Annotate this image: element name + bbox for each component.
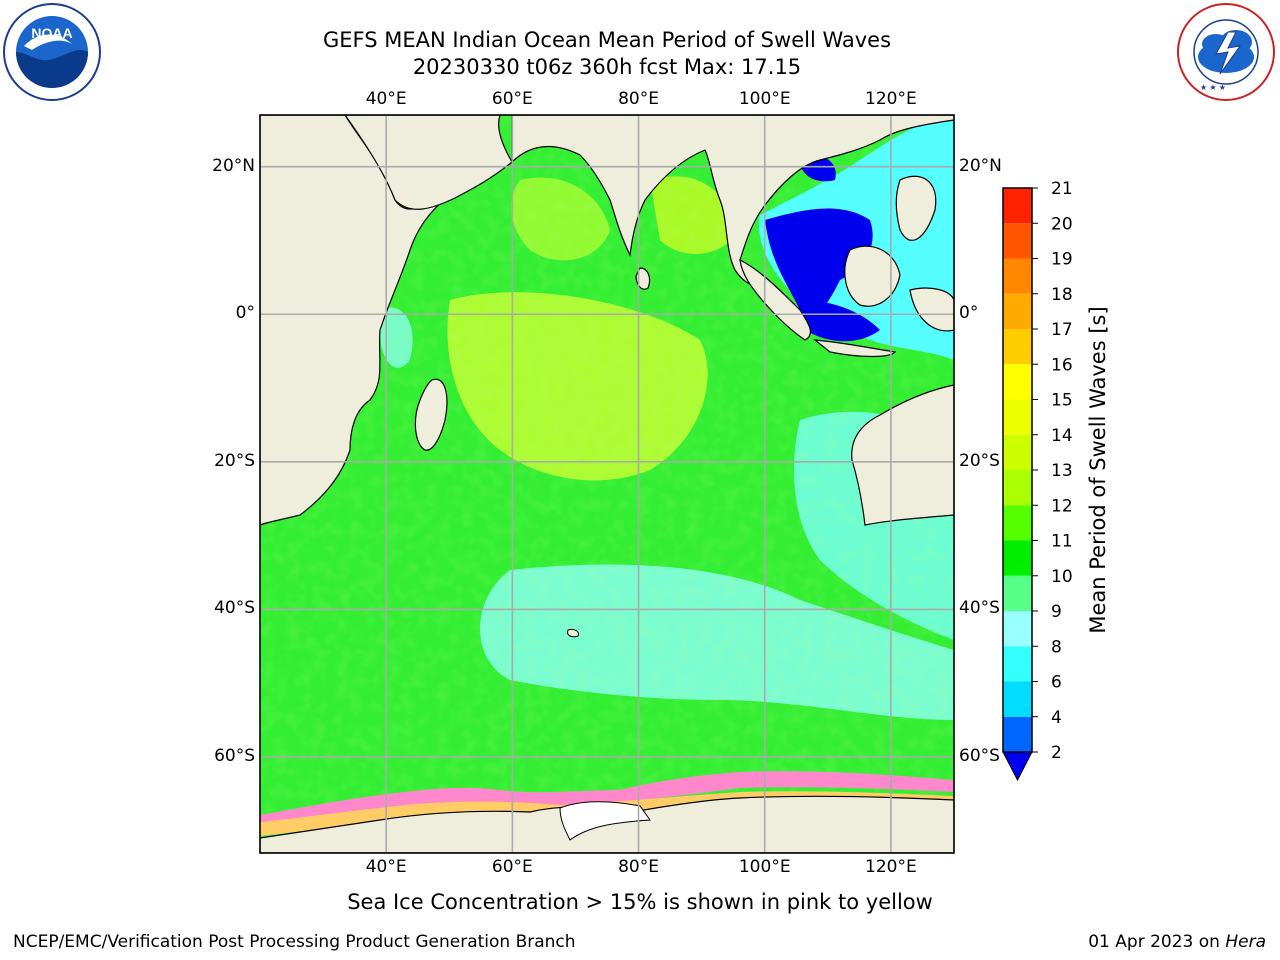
lat-tick-right: 20°N <box>959 155 1002 176</box>
colorbar-segment <box>1003 364 1032 400</box>
asia-land <box>511 115 954 287</box>
colorbar-tick-label: 2 <box>1051 743 1062 763</box>
colorbar-tick-label: 15 <box>1051 391 1073 411</box>
sea-ice-interior <box>260 791 954 836</box>
colorbar: 2 4 6 8 9 10 11 12 13 14 15 16 17 18 19 20 21 <box>1002 179 1073 782</box>
colorbar-tick-label: 18 <box>1051 285 1073 305</box>
lat-tick-left: 20°S <box>214 450 255 471</box>
colorbar-tick-label: 13 <box>1051 461 1073 481</box>
java-land <box>813 339 897 358</box>
lon-tick-bottom: 60°E <box>491 857 533 877</box>
africa-land <box>260 115 472 526</box>
borneo-land <box>844 245 901 307</box>
noaa-logo-graphic: NOAA <box>3 3 101 101</box>
lat-tick-right: 20°S <box>959 450 1000 471</box>
gridlines <box>260 115 954 853</box>
philippines-land <box>895 175 937 241</box>
colorbar-segment <box>1003 575 1032 611</box>
colorbar-label: Mean Period of Swell Waves [s] <box>1086 306 1110 634</box>
sumatra-land <box>739 258 812 341</box>
lon-tick-top: 100°E <box>738 89 791 109</box>
lat-tick-left: 0° <box>235 303 255 324</box>
colorbar-segment <box>1003 223 1032 259</box>
colorbar-segment <box>1003 646 1032 682</box>
nws-stars-icon: ★ ★ ★ <box>1200 83 1226 92</box>
noaa-logo-text: NOAA <box>31 25 72 41</box>
lat-tick-right: 0° <box>959 303 979 324</box>
page-title: GEFS MEAN Indian Ocean Mean Period of Sw… <box>322 28 892 52</box>
colorbar-tick-label: 20 <box>1051 214 1073 234</box>
lon-tick-bottom: 80°E <box>618 857 659 877</box>
nws-logo-graphic: ★ ★ ★ <box>1177 3 1275 101</box>
colorbar-tick-label: 16 <box>1051 355 1073 375</box>
lon-tick-bottom: 40°E <box>365 857 407 877</box>
colorbar-extend-arrow <box>1002 751 1033 782</box>
colorbar-segment <box>1003 611 1032 647</box>
colorbar-segment <box>1003 329 1032 365</box>
colorbar-segment <box>1003 716 1032 752</box>
footer-machine: Hera <box>1225 932 1266 952</box>
footer-date: 01 Apr 2023 on Hera <box>1088 932 1266 952</box>
colorbar-tick-label: 10 <box>1051 567 1073 587</box>
lon-tick-top: 60°E <box>491 89 533 109</box>
page-subtitle: 20230330 t06z 360h fcst Max: 17.15 <box>412 55 802 79</box>
colorbar-segment <box>1003 188 1032 224</box>
south-china-sea-min <box>765 208 873 313</box>
lat-tick-right: 40°S <box>959 598 1000 619</box>
colorbar-segment <box>1003 505 1032 541</box>
colorbar-segment <box>1003 258 1032 294</box>
colorbar-segment <box>1003 293 1032 329</box>
colorbar-tick-label: 14 <box>1051 426 1073 446</box>
sea-ice-edge <box>260 771 954 828</box>
lon-tick-top: 40°E <box>365 89 407 109</box>
lat-tick-left: 40°S <box>214 598 255 619</box>
lon-tick-bottom: 120°E <box>865 857 917 877</box>
colorbar-segment <box>1003 399 1032 435</box>
sea-ice-caption: Sea Ice Concentration > 15% is shown in … <box>347 890 933 914</box>
colorbar-tick-label: 21 <box>1051 179 1073 199</box>
nws-logo: ★ ★ ★ <box>1176 2 1276 102</box>
ice-shelf <box>559 801 651 841</box>
lat-tick-left: 60°S <box>214 746 255 767</box>
sulawesi-land <box>909 287 954 332</box>
map-frame <box>259 114 955 854</box>
madagascar-land <box>414 378 448 451</box>
colorbar-tick-label: 12 <box>1051 496 1073 516</box>
map-area <box>260 115 954 853</box>
colorbar-tick-label: 8 <box>1051 637 1062 657</box>
lat-tick-right: 60°S <box>959 746 1000 767</box>
colorbar-tick-label: 9 <box>1051 602 1062 622</box>
sri-lanka-land <box>635 267 651 290</box>
lon-tick-bottom: 100°E <box>738 857 791 877</box>
colorbar-tick-label: 11 <box>1051 532 1073 552</box>
lon-tick-top: 120°E <box>865 89 917 109</box>
colorbar-segment <box>1003 681 1032 717</box>
colorbar-tick-label: 17 <box>1051 320 1073 340</box>
colorbar-tick-label: 4 <box>1051 708 1062 728</box>
lon-tick-top: 80°E <box>618 89 659 109</box>
australia-land <box>851 384 954 526</box>
kerguelen-land <box>567 629 579 638</box>
lat-tick-left: 20°N <box>212 155 255 176</box>
colorbar-segment <box>1003 434 1032 470</box>
colorbar-tick-label: 19 <box>1051 250 1073 270</box>
java-sea-min <box>800 300 880 342</box>
footer-org: NCEP/EMC/Verification Post Processing Pr… <box>13 932 576 952</box>
footer-date-text: 01 Apr 2023 on <box>1088 932 1226 952</box>
colorbar-segment <box>1003 540 1032 576</box>
noaa-logo: NOAA <box>2 2 102 102</box>
colorbar-tick-label: 6 <box>1051 673 1062 693</box>
colorbar-segment <box>1003 470 1032 506</box>
